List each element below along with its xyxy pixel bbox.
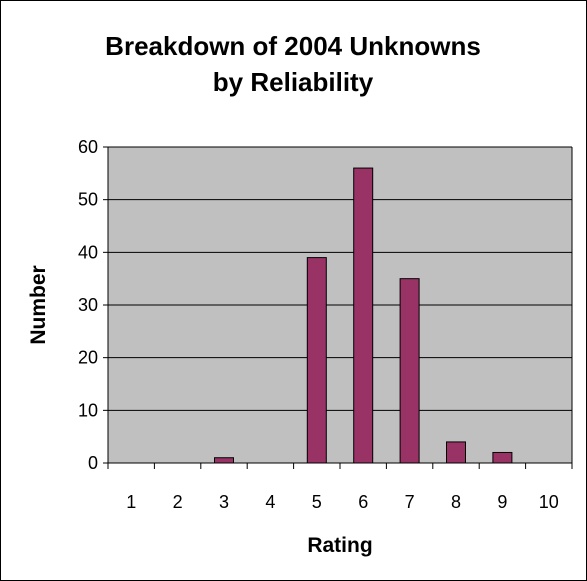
bar-rating-3 <box>214 457 234 464</box>
y-tick-labels: 0 10 20 30 40 50 60 <box>78 137 98 473</box>
y-tick-label: 10 <box>78 400 98 420</box>
bars <box>214 167 513 464</box>
x-tick-label: 6 <box>358 492 368 512</box>
x-tick-label: 5 <box>312 492 322 512</box>
y-tick-label: 30 <box>78 295 98 315</box>
bar-rating-9 <box>492 451 513 464</box>
y-tick-label: 60 <box>78 137 98 157</box>
x-tick-label: 8 <box>451 492 461 512</box>
x-tick-label: 2 <box>173 492 183 512</box>
chart-title-line-1: Breakdown of 2004 Unknowns <box>105 31 481 61</box>
x-tick-label: 4 <box>265 492 275 512</box>
x-tick-label: 9 <box>497 492 507 512</box>
x-tick-labels: 1 2 3 4 5 6 7 8 9 10 <box>126 492 559 512</box>
x-tick-label: 10 <box>539 492 559 512</box>
x-tick-label: 7 <box>405 492 415 512</box>
x-axis-title: Rating <box>307 534 372 557</box>
bar-rating-6 <box>353 167 374 464</box>
y-tick-label: 50 <box>78 190 98 210</box>
axes <box>103 146 573 469</box>
y-tick-label: 20 <box>78 348 98 368</box>
bar-rating-5 <box>306 257 327 464</box>
y-tick-label: 40 <box>78 242 98 262</box>
y-axis-title: Number <box>27 265 50 344</box>
bar-rating-8 <box>446 441 466 464</box>
x-tick-label: 1 <box>126 492 136 512</box>
chart-title-line-2: by Reliability <box>213 67 374 97</box>
bar-rating-7 <box>399 278 420 464</box>
y-tick-label: 0 <box>88 453 98 473</box>
x-tick-label: 3 <box>219 492 229 512</box>
